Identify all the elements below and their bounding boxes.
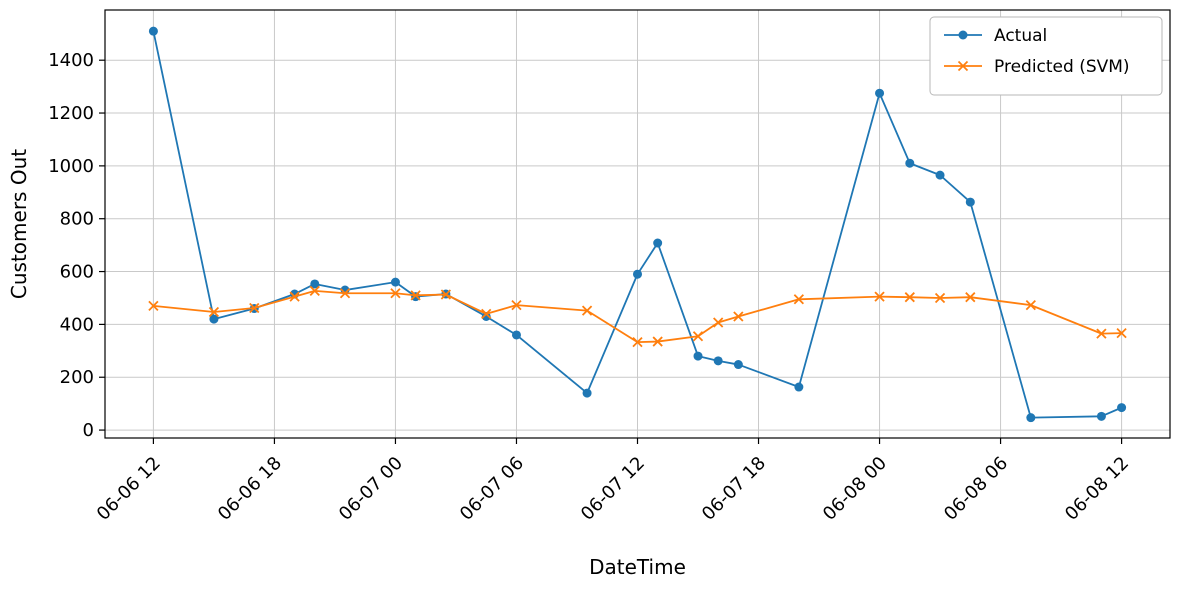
y-tick-label: 200 [60, 367, 94, 388]
y-tick-label: 0 [83, 420, 94, 441]
y-tick-label: 1000 [48, 156, 94, 177]
legend-label: Predicted (SVM) [994, 57, 1130, 77]
y-tick-label: 600 [60, 262, 94, 283]
x-axis-label: DateTime [589, 555, 686, 579]
series-predicted-svm [148, 285, 1127, 348]
y-tick-label: 1200 [48, 103, 94, 124]
legend: Actual Predicted (SVM) [929, 16, 1163, 96]
y-tick-label: 1400 [48, 50, 94, 71]
y-axis: 0 200 400 600 800 1000 1200 1400 [48, 50, 105, 441]
y-tick-label: 400 [60, 314, 94, 335]
y-tick-label: 800 [60, 209, 94, 230]
legend-label: Actual [994, 26, 1047, 46]
y-axis-label: Customers Out [7, 149, 31, 299]
